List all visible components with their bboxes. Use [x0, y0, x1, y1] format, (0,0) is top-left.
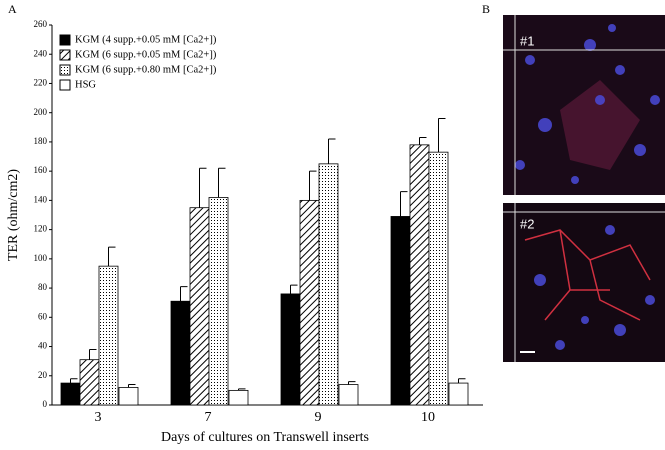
- error-bar: [128, 384, 136, 388]
- panel-label: B: [482, 2, 490, 16]
- error-bar: [108, 246, 116, 267]
- legend-label: KGM (6 supp.+0.05 mM [Ca2+]): [75, 49, 217, 60]
- y-tick-label: 60: [38, 311, 48, 321]
- error-bar: [348, 381, 356, 385]
- error-bar: [458, 378, 466, 384]
- error-bar: [328, 138, 336, 164]
- error-bar: [400, 191, 408, 217]
- y-tick-label: 160: [34, 165, 48, 175]
- bar: [98, 265, 119, 406]
- y-tick-label: 240: [34, 48, 48, 58]
- y-axis-label: TER (ohm/cm2): [6, 169, 21, 261]
- image-label: #1: [520, 33, 534, 48]
- error-bar: [199, 167, 207, 208]
- bar: [409, 144, 430, 406]
- y-tick-label: 200: [34, 107, 48, 117]
- bar: [338, 384, 359, 406]
- legend-swatch: [59, 64, 71, 76]
- y-tick-label: 40: [38, 341, 48, 351]
- image-label: #2: [520, 216, 534, 231]
- bar: [428, 151, 449, 406]
- error-bar: [218, 167, 226, 198]
- bar: [299, 199, 320, 406]
- error-bar: [180, 286, 188, 302]
- error-bar: [89, 348, 97, 360]
- y-tick-label: 220: [34, 78, 48, 88]
- error-bar: [238, 388, 246, 391]
- legend-swatch: [59, 34, 71, 46]
- bar: [448, 382, 469, 406]
- error-bar: [419, 137, 427, 145]
- y-tick-label: 260: [34, 19, 48, 29]
- y-tick-label: 0: [43, 399, 48, 409]
- bar: [318, 163, 339, 406]
- panel-label: A: [8, 2, 17, 16]
- legend-swatch: [59, 49, 71, 61]
- y-tick-label: 20: [38, 370, 48, 380]
- x-tick-label: 9: [315, 410, 322, 425]
- bar: [170, 300, 191, 406]
- bar: [280, 293, 301, 406]
- x-tick-label: 7: [205, 410, 212, 425]
- bar: [118, 387, 139, 406]
- legend-swatch: [59, 79, 71, 91]
- micrograph: #2: [503, 203, 665, 362]
- y-tick-label: 100: [34, 253, 48, 263]
- error-bar: [438, 118, 446, 153]
- error-bar: [290, 284, 298, 294]
- y-tick-label: 140: [34, 194, 48, 204]
- y-tick-label: 180: [34, 136, 48, 146]
- bar: [390, 216, 411, 406]
- bar: [208, 197, 229, 406]
- error-bar: [70, 378, 78, 384]
- x-axis-label: Days of cultures on Transwell inserts: [161, 430, 369, 445]
- x-tick-label: 3: [95, 410, 102, 425]
- bar: [79, 359, 100, 406]
- x-tick-label: 10: [421, 410, 435, 425]
- legend-label: KGM (4 supp.+0.05 mM [Ca2+]): [75, 34, 217, 45]
- bar: [189, 207, 210, 406]
- micrograph: #1: [503, 15, 665, 195]
- y-tick-label: 120: [34, 224, 48, 234]
- bar: [60, 382, 81, 406]
- legend-label: HSG: [75, 79, 96, 90]
- bar: [228, 389, 249, 406]
- legend-label: KGM (6 supp.+0.80 mM [Ca2+]): [75, 64, 217, 75]
- error-bar: [309, 170, 317, 201]
- y-tick-label: 80: [38, 282, 48, 292]
